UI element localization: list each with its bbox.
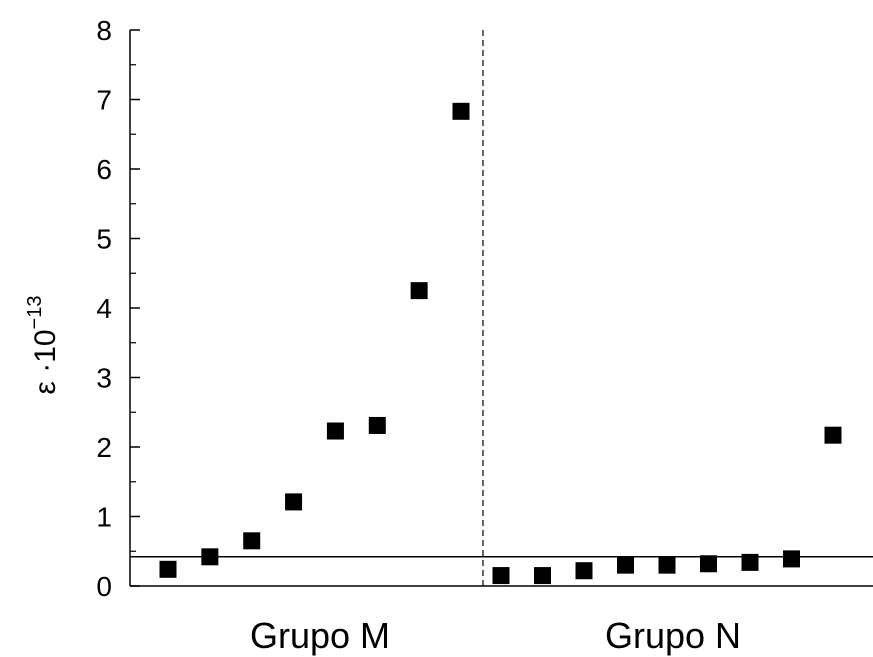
y-tick-label: 4 xyxy=(96,293,112,324)
data-point-m-6 xyxy=(368,416,386,434)
data-point-n-1 xyxy=(492,567,510,585)
data-point-n-5 xyxy=(658,556,676,574)
svg-text:ε ·10−13: ε ·10−13 xyxy=(24,295,62,394)
data-point-m-2 xyxy=(201,548,219,566)
y-axis-label: ε ·10−13 xyxy=(24,295,62,394)
group-label-m: Grupo M xyxy=(250,615,390,656)
y-tick-label: 1 xyxy=(96,502,112,533)
data-point-m-5 xyxy=(326,422,344,440)
y-tick-label: 5 xyxy=(96,224,112,255)
y-tick-label: 2 xyxy=(96,432,112,463)
y-axis-ticks: 0 1 2 3 4 5 6 7 8 xyxy=(96,15,140,602)
data-point-m-7 xyxy=(410,282,428,300)
data-point-m-1 xyxy=(159,560,177,578)
data-point-n-7 xyxy=(741,553,759,571)
data-point-n-6 xyxy=(700,555,717,573)
group-label-n: Grupo N xyxy=(605,615,741,656)
y-axis-label-exponent: −13 xyxy=(24,295,46,329)
data-point-n-9 xyxy=(824,426,842,444)
data-point-m-3 xyxy=(243,532,261,550)
data-point-n-4 xyxy=(617,556,634,574)
y-axis-label-base: ε ·10 xyxy=(29,329,62,394)
data-point-n-3 xyxy=(575,562,593,580)
y-tick-label: 3 xyxy=(96,363,112,394)
data-point-n-2 xyxy=(534,567,551,585)
data-points xyxy=(159,102,842,585)
y-tick-label: 6 xyxy=(96,154,112,185)
data-point-m-8 xyxy=(452,102,470,120)
y-tick-label: 8 xyxy=(96,15,112,46)
data-point-m-4 xyxy=(285,493,303,511)
y-tick-label: 7 xyxy=(96,85,112,116)
y-tick-label: 0 xyxy=(96,571,112,602)
data-point-n-8 xyxy=(783,550,800,568)
